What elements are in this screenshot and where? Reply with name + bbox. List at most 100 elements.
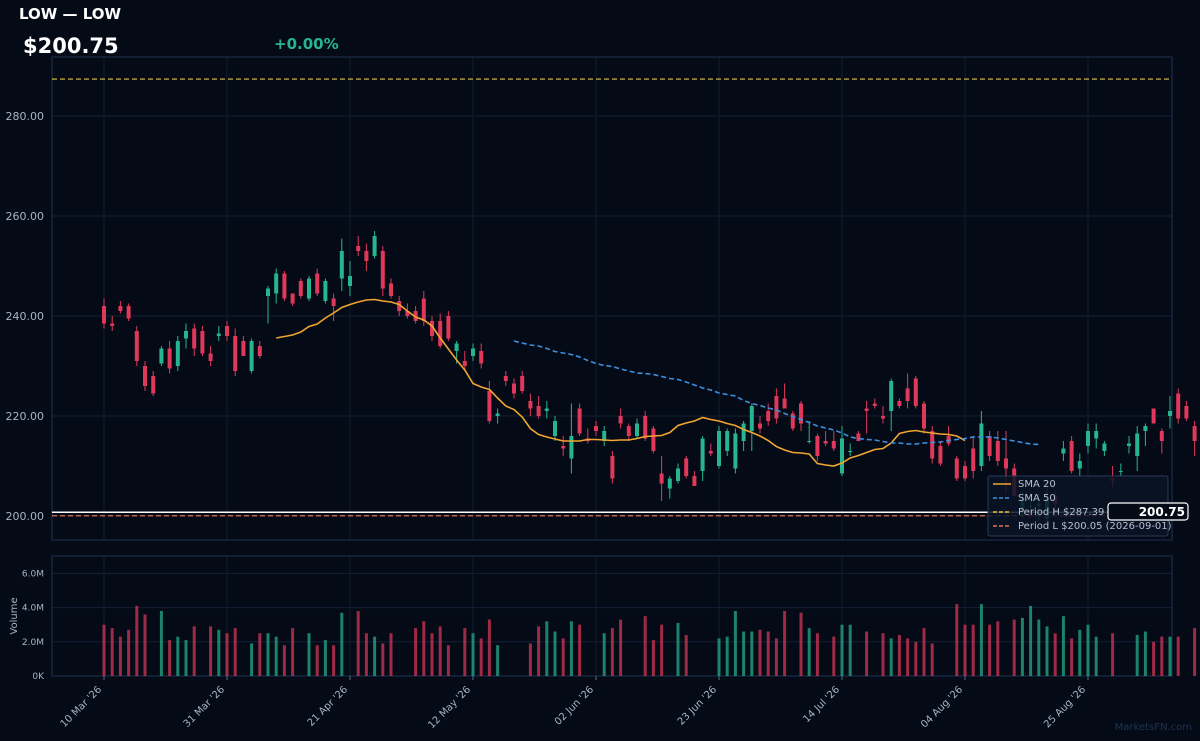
candle-body	[249, 341, 254, 371]
volume-bar	[676, 622, 680, 676]
candle	[192, 323, 197, 356]
candle-body	[1184, 406, 1189, 419]
candle	[307, 276, 311, 301]
candle-body	[692, 476, 697, 486]
watermark: MarketsFN.com	[1114, 722, 1192, 733]
candle-body	[487, 391, 492, 421]
volume-bar	[102, 624, 106, 676]
candle	[684, 456, 689, 479]
volume-bar	[315, 645, 319, 676]
candle	[659, 456, 664, 501]
candle-body	[930, 431, 935, 459]
candle-body	[1069, 441, 1074, 471]
candle-body	[331, 298, 336, 306]
volume-bar	[1037, 619, 1041, 676]
chart-title: LOW — LOW	[19, 5, 122, 23]
candle	[758, 416, 762, 434]
volume-bar	[496, 645, 500, 676]
volume-bar	[135, 605, 139, 676]
candle-body	[266, 288, 270, 296]
candle-body	[749, 406, 754, 431]
candle-body	[290, 293, 295, 304]
candle-body	[110, 323, 115, 326]
price-tick-label: 280.00	[6, 110, 45, 123]
volume-bar	[848, 624, 852, 676]
candle-body	[503, 376, 508, 381]
date-tick-label: 23 Jun '26	[676, 684, 719, 727]
candle-body	[397, 301, 402, 311]
volume-bar	[799, 612, 803, 676]
volume-bar	[127, 629, 131, 676]
candle	[651, 426, 656, 454]
candle	[864, 401, 869, 434]
volume-bar	[865, 631, 869, 676]
candle	[1184, 401, 1189, 421]
candle-body	[831, 441, 836, 449]
candle	[159, 346, 164, 366]
candle	[635, 418, 639, 439]
candle-body	[1176, 393, 1181, 419]
candle-body	[372, 236, 377, 256]
candle	[110, 316, 115, 331]
candle-body	[848, 451, 853, 452]
candle-body	[479, 351, 484, 364]
candle-body	[823, 441, 828, 444]
volume-bar	[733, 611, 737, 676]
candle-body	[815, 436, 820, 456]
candle	[987, 431, 992, 461]
volume-bar	[250, 643, 254, 676]
volume-bar	[610, 628, 614, 676]
volume-bar	[1061, 616, 1065, 676]
candle	[175, 336, 180, 371]
candle	[995, 431, 1000, 466]
volume-bar	[545, 621, 549, 676]
candle	[782, 383, 787, 409]
candle-body	[225, 326, 229, 336]
candle	[856, 431, 861, 441]
candle-body	[356, 246, 361, 251]
candle-body	[430, 321, 434, 336]
candle-body	[922, 403, 926, 429]
volume-bar	[1135, 634, 1139, 676]
volume-bar	[373, 636, 377, 676]
volume-bar	[422, 621, 426, 676]
candle-body	[1127, 443, 1131, 446]
candle	[897, 398, 902, 409]
volume-bar	[274, 636, 278, 676]
volume-bar	[1152, 641, 1156, 676]
reference-lines	[52, 78, 1172, 517]
candle-body	[102, 306, 106, 324]
volume-bar	[118, 636, 122, 676]
candle-body	[421, 298, 426, 321]
candle	[626, 423, 631, 441]
volume-bar	[217, 629, 221, 676]
sma50-line	[513, 340, 1039, 446]
last-price-tag-label: 200.75	[1139, 505, 1185, 519]
volume-bar	[1176, 636, 1180, 676]
volume-bar	[438, 626, 442, 676]
candle-body	[405, 311, 410, 316]
candle	[536, 396, 541, 419]
candle-body	[807, 441, 812, 442]
candle-body	[725, 431, 730, 451]
volume-bar	[922, 628, 926, 676]
candle-body	[938, 446, 943, 464]
volume-bar	[258, 633, 262, 676]
candle-body	[257, 346, 262, 356]
volume-bar	[1070, 638, 1074, 676]
legend-label: SMA 20	[1018, 479, 1056, 490]
volume-bar	[783, 611, 787, 676]
candle-body	[1077, 461, 1082, 469]
candle	[257, 341, 262, 359]
candle-body	[610, 456, 615, 479]
candle-body	[339, 251, 344, 279]
candle-body	[881, 416, 885, 419]
volume-bar	[323, 640, 327, 676]
date-tick-label: 31 Mar '26	[182, 684, 228, 730]
candle	[348, 261, 352, 296]
volume-bar	[332, 645, 336, 676]
candle	[249, 338, 254, 374]
candle-body	[1086, 431, 1090, 446]
volume-bar	[651, 640, 655, 676]
